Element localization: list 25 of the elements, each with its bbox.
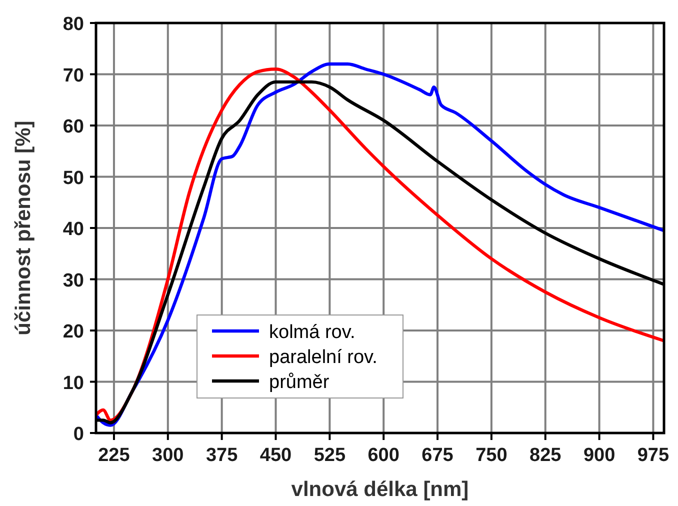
x-tick-label: 750 (476, 445, 508, 466)
x-tick-label: 600 (368, 445, 400, 466)
x-axis-title: vlnová délka [nm] (291, 478, 469, 501)
y-tick-label: 20 (62, 322, 84, 342)
x-tick-label: 975 (637, 445, 670, 466)
y-tick-label: 0 (73, 424, 84, 445)
y-axis-title: účinnost přenosu [%] (12, 120, 35, 336)
legend-label: průměr (269, 372, 330, 393)
legend-label: paralelní rov. (269, 347, 378, 368)
legend-label: kolmá rov. (269, 322, 356, 343)
y-tick-label: 70 (62, 65, 84, 86)
x-tick-label: 675 (422, 445, 454, 466)
x-tick-label: 525 (314, 445, 346, 466)
y-tick-label: 50 (62, 168, 84, 189)
y-tick-label: 30 (62, 270, 84, 292)
x-tick-label: 300 (152, 445, 184, 466)
y-tick-label: 10 (62, 372, 84, 394)
y-tick-label: 40 (62, 219, 84, 240)
x-tick-label: 450 (260, 445, 292, 466)
y-tick-label: 60 (62, 116, 84, 138)
x-tick-label: 900 (583, 445, 616, 466)
y-tick-label: 80 (62, 14, 84, 35)
x-tick-label: 825 (530, 445, 562, 466)
x-tick-label: 375 (206, 445, 238, 466)
x-tick-label: 225 (98, 445, 130, 466)
